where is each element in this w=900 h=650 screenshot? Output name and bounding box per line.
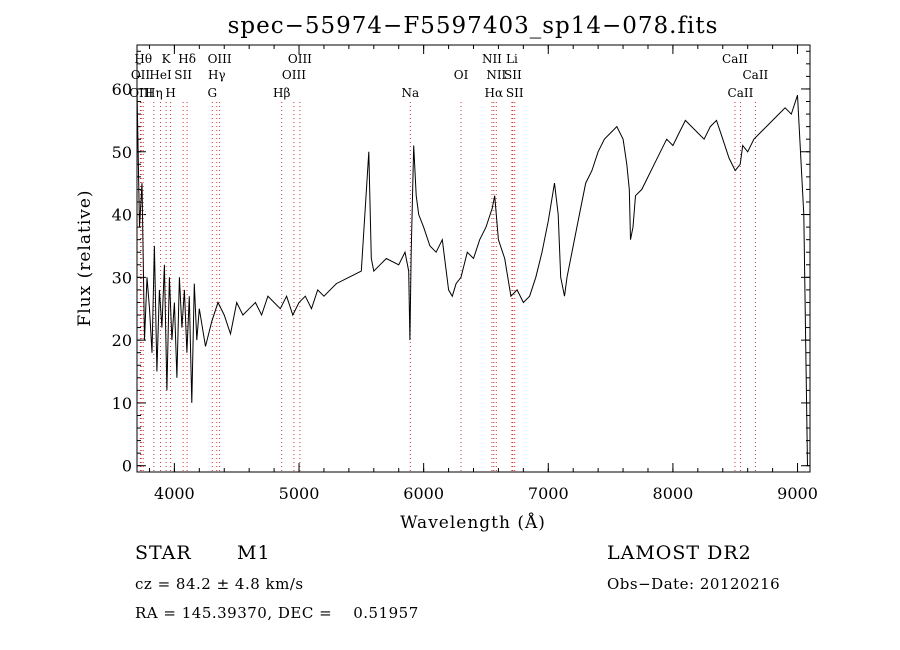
- spectrum-line: [136, 88, 808, 466]
- line-marker-label: SII: [506, 86, 524, 100]
- y-tick-label: 50: [112, 143, 132, 162]
- object-class: STAR: [135, 542, 192, 564]
- line-marker-label: Hβ: [273, 86, 290, 100]
- x-tick-label: 8000: [653, 484, 694, 503]
- y-tick-label: 30: [112, 268, 132, 287]
- x-tick-label: 9000: [777, 484, 818, 503]
- line-marker-label: HeI: [149, 68, 172, 82]
- line-marker-label: Hα: [485, 86, 504, 100]
- line-marker-label: OII: [131, 68, 151, 82]
- x-tick-label: 6000: [403, 484, 444, 503]
- line-marker-label: CaII: [722, 52, 748, 66]
- line-marker-label: Hγ: [208, 68, 226, 82]
- line-marker-label: OIII: [288, 52, 312, 66]
- line-marker-label: Hθ: [134, 52, 152, 66]
- line-marker-label: Hδ: [178, 52, 196, 66]
- object-subclass: M1: [237, 542, 271, 564]
- redshift-velocity: cz = 84.2 ± 4.8 km/s: [135, 575, 304, 593]
- line-marker-label: SII: [504, 68, 522, 82]
- y-axis-label: Flux (relative): [75, 189, 95, 326]
- line-marker-label: Li: [506, 52, 518, 66]
- line-marker-label: SII: [174, 68, 192, 82]
- line-marker-label: OIII: [282, 68, 306, 82]
- x-axis-ticks: 4000 5000 6000 7000 8000 9000: [154, 45, 818, 503]
- line-marker-label: OI: [454, 68, 469, 82]
- y-axis-ticks: 0 10 20 30 40 50 60: [112, 80, 810, 476]
- line-marker-label: H: [165, 86, 175, 100]
- line-marker-label: K: [162, 52, 172, 66]
- line-marker-label: NII: [486, 68, 506, 82]
- line-marker-label: G: [207, 86, 217, 100]
- y-tick-label: 0: [122, 457, 132, 476]
- y-tick-label: 10: [112, 394, 132, 413]
- y-tick-label: 20: [112, 331, 132, 350]
- x-tick-label: 4000: [154, 484, 195, 503]
- x-tick-label: 7000: [528, 484, 569, 503]
- line-marker-label: OIII: [129, 86, 153, 100]
- line-marker-label: Na: [401, 86, 419, 100]
- line-marker-label: Hη: [145, 86, 163, 100]
- x-axis-label: Wavelength (Å): [400, 512, 546, 533]
- line-marker-label: OIII: [208, 52, 232, 66]
- line-marker-label: CaII: [742, 68, 768, 82]
- observation-date: Obs−Date: 20120216: [607, 575, 781, 593]
- x-tick-label: 5000: [279, 484, 320, 503]
- survey-name: LAMOST DR2: [607, 542, 752, 564]
- y-tick-label: 60: [112, 80, 132, 99]
- line-marker-label: CaII: [728, 86, 754, 100]
- y-tick-label: 40: [112, 206, 132, 225]
- chart-title: spec−55974−F5597403_sp14−078.fits: [228, 13, 719, 39]
- minor-ticks: [137, 45, 810, 472]
- coordinates: RA = 145.39370, DEC = 0.51957: [135, 604, 419, 622]
- line-marker-label: NII: [482, 52, 502, 66]
